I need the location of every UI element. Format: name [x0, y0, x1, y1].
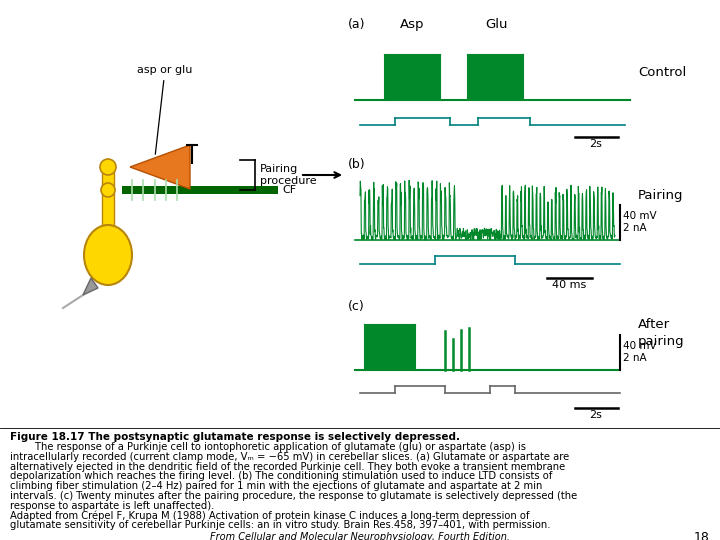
Text: 40 ms: 40 ms [552, 280, 586, 290]
Polygon shape [83, 278, 98, 295]
Bar [385, 55, 440, 100]
Text: Control: Control [638, 65, 686, 78]
Text: intervals. (c) Twenty minutes after the pairing procedure, the response to gluta: intervals. (c) Twenty minutes after the … [10, 491, 577, 501]
Circle shape [100, 159, 116, 175]
Text: alternatively ejected in the dendritic field of the recorded Purkinje cell. They: alternatively ejected in the dendritic f… [10, 462, 565, 471]
Text: (c): (c) [348, 300, 365, 313]
Bar [102, 170, 114, 255]
Text: (b): (b) [348, 158, 366, 171]
Bar [468, 55, 523, 100]
Text: 2s: 2s [590, 139, 603, 149]
Text: 40 mV
2 nA: 40 mV 2 nA [623, 211, 657, 233]
Polygon shape [130, 145, 190, 189]
Text: Asp: Asp [400, 18, 424, 31]
Circle shape [101, 183, 115, 197]
Text: From Cellular and Molecular Neurophysiology, Fourth Edition.: From Cellular and Molecular Neurophysiol… [210, 532, 510, 540]
Text: asp or glu: asp or glu [138, 65, 193, 154]
Bar [122, 186, 278, 194]
Text: 40 mV
2 nA: 40 mV 2 nA [623, 341, 657, 363]
Text: Glu: Glu [486, 18, 508, 31]
Text: glutamate sensitivity of cerebellar Purkinje cells: an in vitro study. Brain Res: glutamate sensitivity of cerebellar Purk… [10, 521, 551, 530]
Text: climbing fiber stimulation (2–4 Hz) paired for 1 min with the ejections of gluta: climbing fiber stimulation (2–4 Hz) pair… [10, 481, 542, 491]
Text: Adapted from Crépel F, Krupa M (1988) Activation of protein kinase C induces a l: Adapted from Crépel F, Krupa M (1988) Ac… [10, 511, 529, 521]
Ellipse shape [84, 225, 132, 285]
Text: (a): (a) [348, 18, 366, 31]
Text: response to aspartate is left unaffected).: response to aspartate is left unaffected… [10, 501, 215, 511]
Text: Pairing: Pairing [638, 188, 683, 201]
Bar [365, 325, 415, 370]
Text: 18: 18 [694, 531, 710, 540]
Text: Figure 18.17 The postsynaptic glutamate response is selectively depressed.: Figure 18.17 The postsynaptic glutamate … [10, 432, 460, 442]
Text: Pairing
procedure: Pairing procedure [260, 164, 317, 186]
Text: depolarization which reaches the firing level. (b) The conditioning stimulation : depolarization which reaches the firing … [10, 471, 552, 481]
Text: intracellularly recorded (current clamp mode, Vₘ = −65 mV) in cerebellar slices.: intracellularly recorded (current clamp … [10, 452, 570, 462]
Text: After
pairing: After pairing [638, 318, 685, 348]
Text: CF: CF [282, 185, 296, 195]
Text: The response of a Purkinje cell to iontophoretic application of glutamate (glu) : The response of a Purkinje cell to ionto… [10, 442, 526, 452]
Text: 2s: 2s [590, 410, 603, 420]
